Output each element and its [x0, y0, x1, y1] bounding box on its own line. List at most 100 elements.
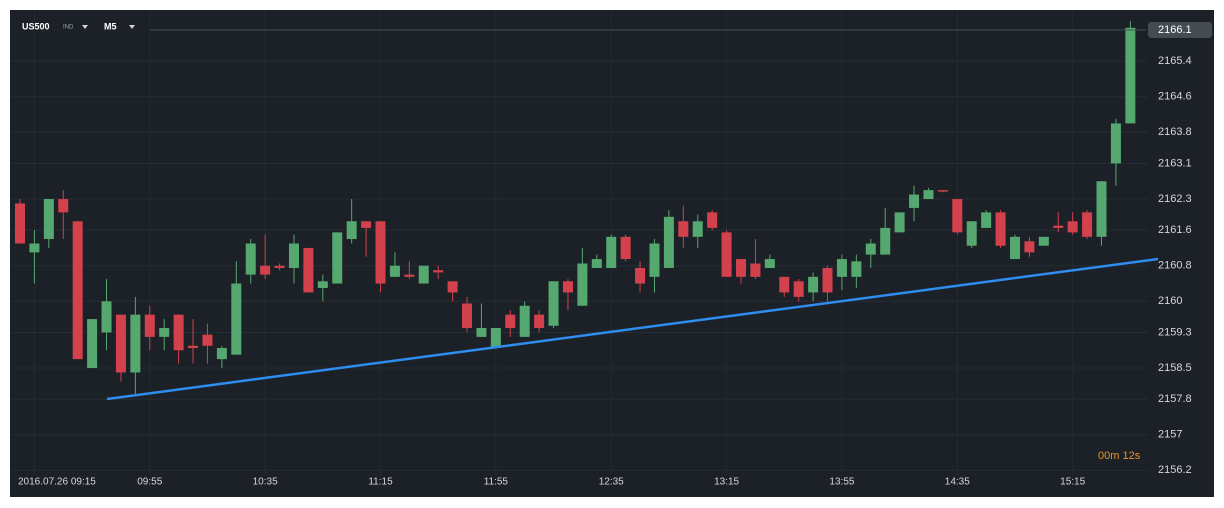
y-tick-label: 2161.6: [1158, 224, 1192, 236]
candle-body: [260, 265, 271, 275]
candle-body: [490, 327, 501, 349]
candle-body: [663, 216, 674, 268]
candle-body: [476, 327, 487, 337]
y-tick-label: 2157.8: [1158, 393, 1192, 405]
candle-body: [375, 221, 386, 284]
y-tick-label: 2165.4: [1158, 55, 1192, 67]
y-tick-label: 2163.1: [1158, 157, 1192, 169]
candle-body: [159, 327, 170, 337]
candle-body: [231, 283, 242, 355]
x-tick-label: 13:55: [829, 477, 854, 488]
y-tick-label: 2163.8: [1158, 126, 1192, 138]
candle-body: [462, 303, 473, 328]
candle-body: [981, 212, 992, 228]
candle-body: [303, 247, 314, 293]
candle-body: [505, 314, 516, 328]
x-tick-label: 13:15: [714, 477, 739, 488]
x-tick-label: 2016.07.26 09:15: [18, 477, 96, 488]
candle-body: [1038, 236, 1049, 246]
candle-body: [389, 265, 400, 277]
dropdown-arrow[interactable]: [82, 25, 88, 29]
candle-body: [606, 236, 617, 268]
candle-body: [101, 301, 112, 333]
candle-body: [865, 243, 876, 255]
candle-body: [952, 199, 963, 233]
x-tick-label: 10:35: [253, 477, 278, 488]
y-tick-label: 2160: [1158, 295, 1182, 307]
candle-body: [1053, 225, 1064, 228]
timeframe[interactable]: M5: [104, 21, 117, 31]
x-tick-label: 14:35: [945, 477, 970, 488]
candle-body: [750, 263, 761, 277]
candle-body: [404, 274, 415, 277]
candle-body: [288, 243, 299, 268]
candle-body: [216, 348, 227, 360]
candle-body: [130, 314, 141, 373]
y-tick-label: 2159.3: [1158, 326, 1192, 338]
candle-body: [1125, 27, 1136, 124]
candle-body: [274, 265, 285, 268]
candle-body: [635, 267, 646, 284]
candle-body: [909, 194, 920, 208]
y-tick-label: 2158.5: [1158, 362, 1192, 374]
candle-body: [173, 314, 184, 351]
y-tick-label: 2160.8: [1158, 260, 1192, 272]
candle-body: [678, 221, 689, 237]
candle-body: [43, 199, 54, 240]
candle-body: [58, 199, 69, 213]
dropdown-arrow[interactable]: [129, 25, 135, 29]
candle-body: [548, 281, 559, 326]
candle-body: [620, 236, 631, 260]
candle-body: [418, 265, 429, 284]
y-tick-label: 2156.2: [1158, 464, 1192, 476]
symbol-tag: IND: [63, 25, 74, 31]
candle-body: [29, 243, 40, 253]
y-tick-label: 2157: [1158, 429, 1182, 441]
candle-body: [894, 212, 905, 233]
candle-body: [923, 190, 934, 200]
candle-body: [793, 281, 804, 297]
candle-body: [15, 203, 25, 244]
candle-body: [764, 259, 775, 268]
y-tick-label: 2164.6: [1158, 91, 1192, 103]
candle-body: [245, 243, 256, 275]
candle-body: [736, 259, 746, 277]
y-tick-label: 2162.3: [1158, 193, 1192, 205]
candle-body: [534, 314, 545, 328]
candle-body: [779, 276, 790, 293]
candle-body: [808, 276, 819, 293]
candle-body: [188, 345, 199, 349]
candle-body: [707, 212, 718, 228]
candle-body: [1009, 236, 1020, 260]
x-tick-label: 11:15: [368, 477, 393, 488]
candle-body: [144, 314, 155, 337]
candle-body: [1024, 241, 1035, 253]
candle-body: [966, 221, 977, 246]
candle-body: [649, 243, 660, 277]
x-tick-label: 12:35: [599, 477, 624, 488]
last-price-badge: [1148, 22, 1212, 39]
candle-body: [836, 259, 847, 277]
trend-line: [106, 257, 1159, 401]
candle-body: [1067, 221, 1078, 233]
candle-body: [115, 314, 126, 373]
candle-body: [433, 270, 444, 273]
candle-body: [851, 261, 862, 277]
candle-body: [346, 221, 357, 240]
candle-body: [72, 221, 83, 360]
candle-body: [317, 281, 328, 288]
candle-body: [87, 319, 98, 369]
candle-timer: 00m 12s: [1098, 450, 1141, 462]
last-price-label: 2166.1: [1158, 24, 1192, 36]
candle-body: [1082, 212, 1093, 237]
candle-body: [1096, 181, 1107, 237]
x-tick-label: 11:55: [484, 477, 509, 488]
candle-body: [202, 334, 213, 346]
candle-body: [822, 267, 833, 293]
candle-body: [562, 281, 573, 293]
candle-body: [937, 190, 948, 192]
x-tick-label: 15:15: [1060, 477, 1085, 488]
candle-body: [692, 221, 703, 237]
symbol[interactable]: US500: [22, 21, 50, 31]
